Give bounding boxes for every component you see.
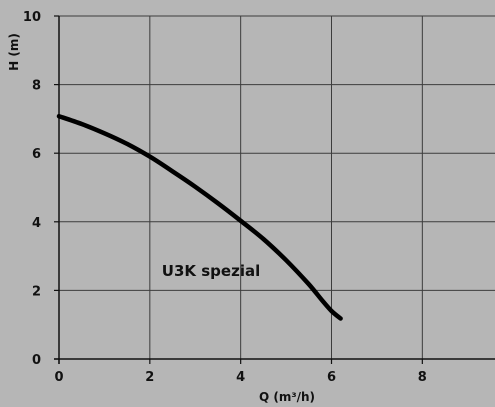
y-tick-label: 6	[32, 147, 41, 162]
x-tick-label: 2	[145, 370, 154, 385]
x-tick-label: 6	[327, 370, 336, 385]
tick-labels: 0 2 4 6 8 0 2 4 6 8 10	[23, 10, 427, 385]
series-line	[56, 113, 343, 321]
y-axis-label: H (m)	[7, 33, 21, 71]
y-tick-label: 2	[32, 284, 41, 299]
axes	[54, 15, 495, 364]
y-tick-label: 10	[23, 10, 41, 25]
x-tick-label: 8	[418, 370, 427, 385]
y-tick-label: 0	[32, 353, 41, 368]
chart-annotation: U3K spezial	[162, 262, 260, 280]
y-tick-label: 4	[32, 216, 41, 231]
x-tick-label: 0	[54, 370, 63, 385]
x-tick-label: 4	[236, 370, 245, 385]
y-tick-label: 8	[32, 79, 41, 94]
x-axis-label: Q (m³/h)	[259, 390, 315, 404]
grid-lines	[59, 15, 495, 359]
